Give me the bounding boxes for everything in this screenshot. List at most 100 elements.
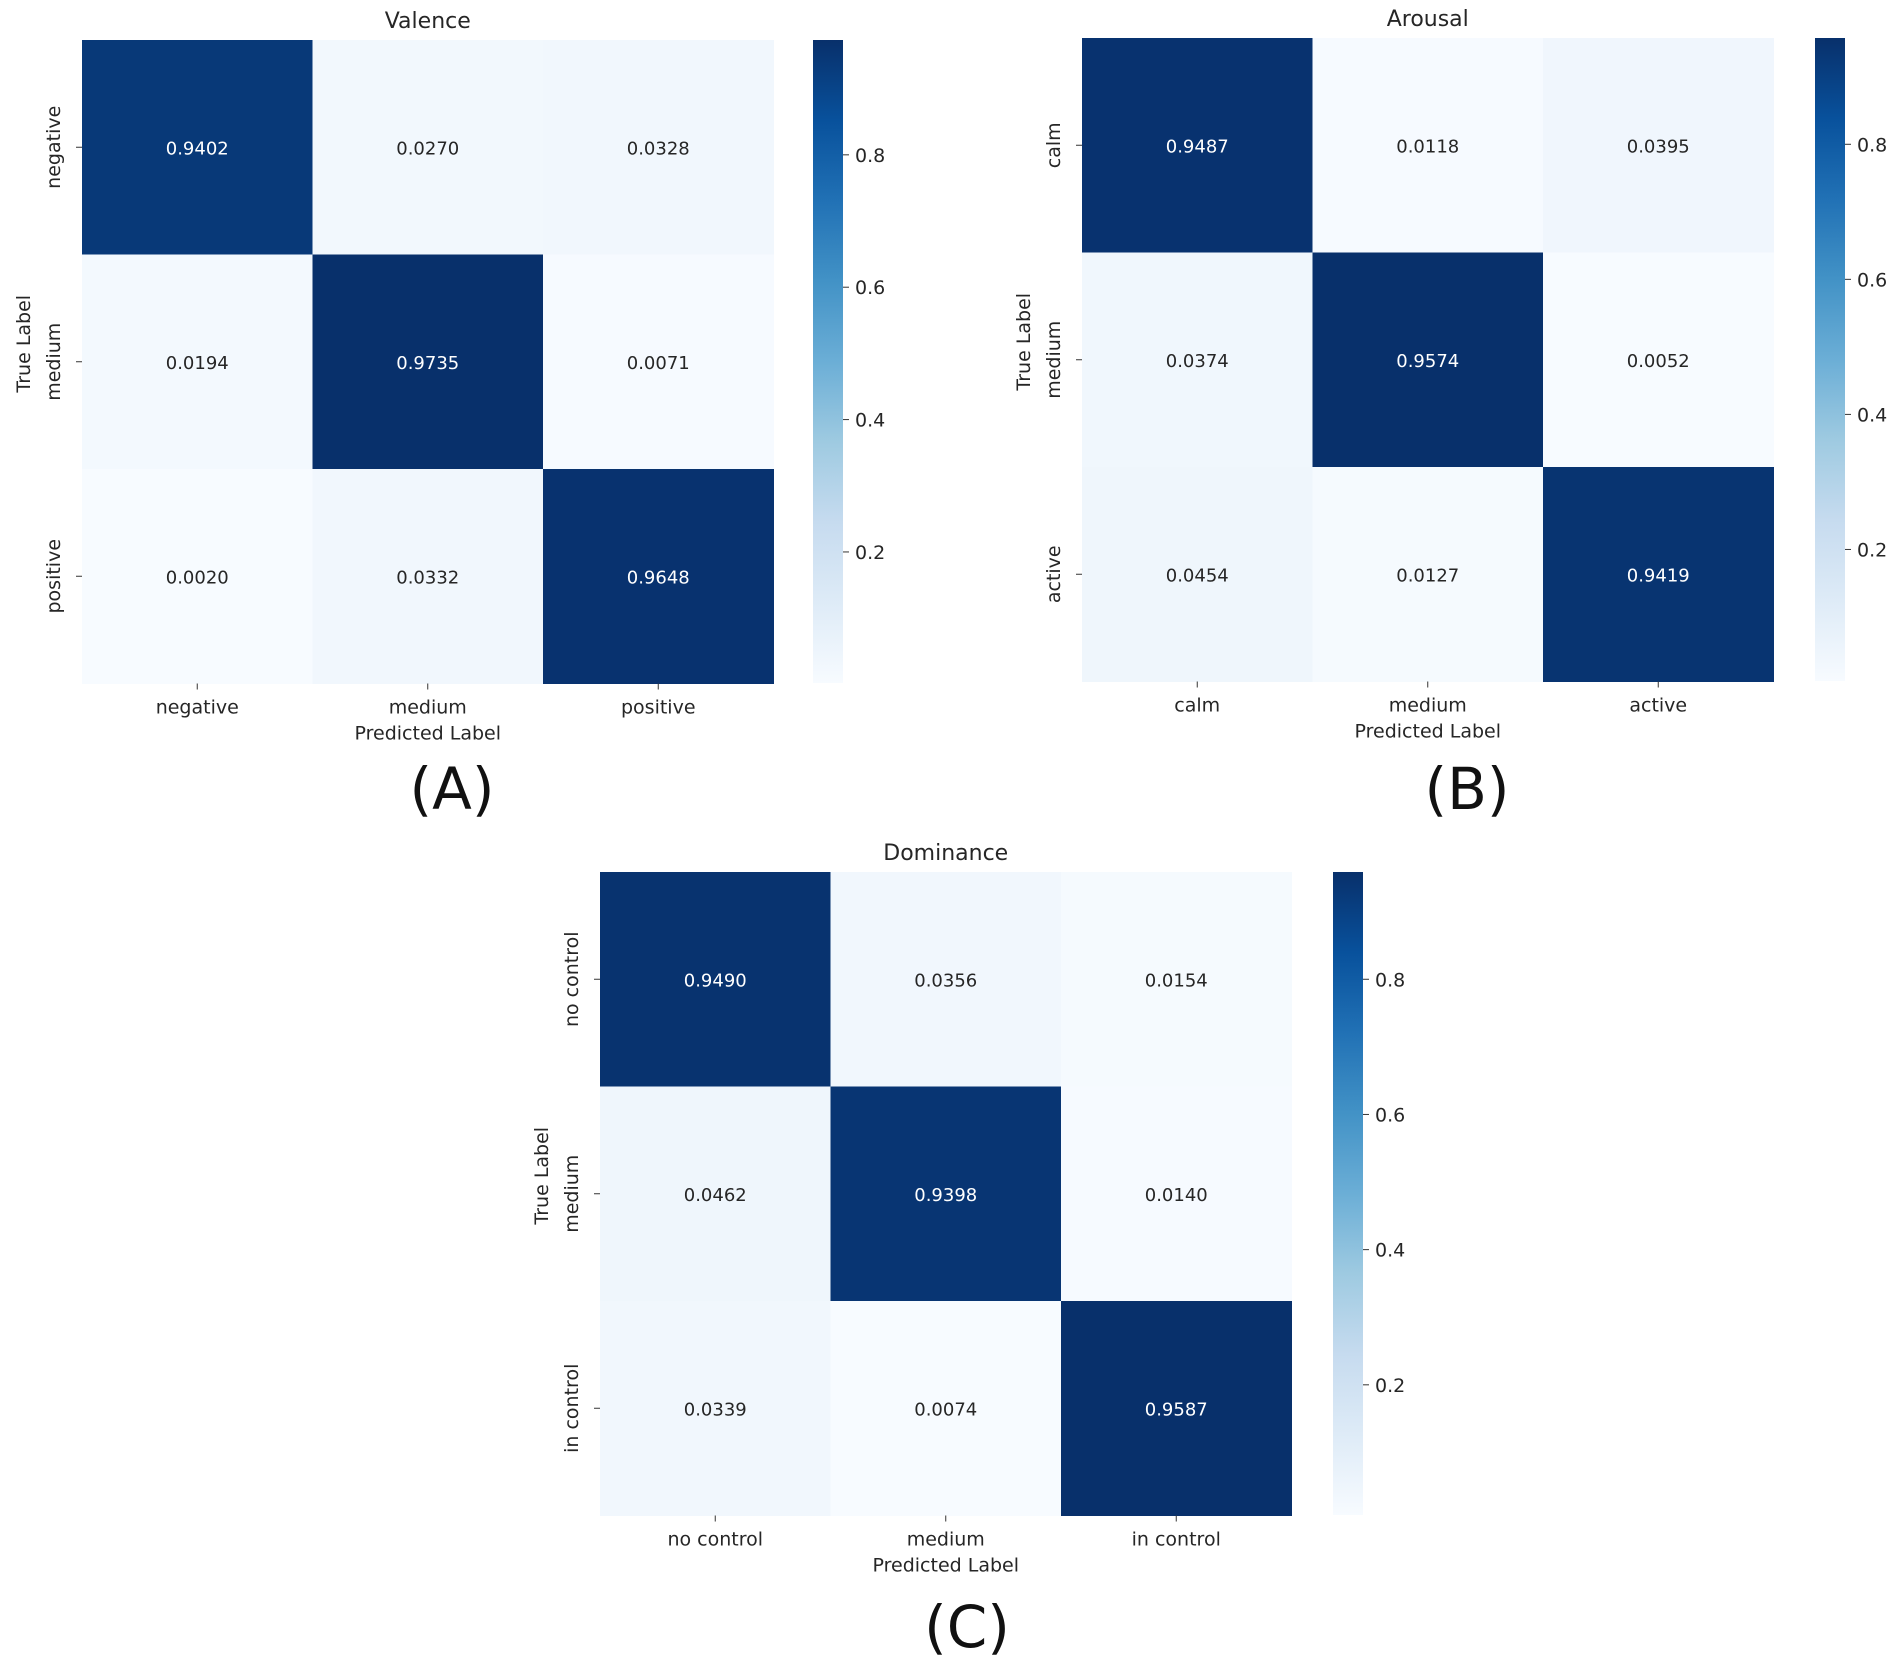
cell-value-label: 0.0052 — [1627, 351, 1690, 372]
cell-value-label: 0.0395 — [1627, 136, 1690, 157]
cell-value-label: 0.9487 — [1166, 136, 1229, 157]
heatmap-cell — [1543, 252, 1774, 468]
colorbar-tick-label: 0.6 — [1857, 269, 1887, 291]
x-tick-label: in control — [1132, 1529, 1221, 1551]
x-tick-label: medium — [389, 697, 467, 719]
panel-label-c: (C) — [924, 1593, 1010, 1661]
heatmap-cell — [600, 1086, 831, 1302]
heatmap-cell — [600, 1301, 831, 1516]
cell-value-label: 0.9490 — [684, 970, 747, 991]
y-tick-label: medium — [1043, 321, 1065, 399]
cell-value-label: 0.0194 — [166, 353, 229, 374]
y-tick-label: calm — [1043, 122, 1065, 168]
heatmap-cell — [1543, 38, 1774, 253]
cell-value-label: 0.9735 — [396, 353, 459, 374]
heatmap-cell — [1543, 467, 1774, 682]
y-tick-label: active — [1043, 545, 1065, 603]
heatmap-cell — [312, 254, 544, 470]
cell-value-label: 0.0356 — [914, 970, 977, 991]
heatmap-cell — [312, 469, 544, 684]
cell-value-label: 0.9398 — [914, 1185, 977, 1206]
cell-value-label: 0.9402 — [166, 138, 229, 159]
colorbar-tick-label: 0.8 — [1375, 969, 1405, 991]
cell-value-label: 0.9419 — [1627, 565, 1690, 586]
heatmap-cell — [1082, 38, 1313, 253]
cell-value-label: 0.0118 — [1396, 136, 1459, 157]
cell-value-label: 0.0328 — [627, 138, 690, 159]
heatmap-cell — [543, 40, 774, 255]
heatmap-cell — [312, 40, 544, 255]
cell-value-label: 0.0020 — [166, 567, 229, 588]
chart-title: Arousal — [1387, 7, 1469, 32]
heatmap-cell — [82, 40, 313, 255]
heatmap-cell — [1312, 252, 1544, 468]
heatmap-cell — [600, 872, 831, 1087]
heatmap-cell — [1061, 1086, 1292, 1302]
x-tick-label: medium — [1389, 695, 1467, 717]
colorbar-tick-label: 0.4 — [1375, 1240, 1405, 1262]
cell-value-label: 0.9587 — [1145, 1399, 1208, 1420]
colorbar-tick-label: 0.4 — [1857, 404, 1887, 426]
heatmap-cell — [543, 254, 774, 470]
heatmap-cell — [82, 469, 313, 684]
cell-value-label: 0.0071 — [627, 353, 690, 374]
heatmap-cell — [830, 872, 1062, 1087]
heatmap-cell — [1061, 872, 1292, 1087]
y-tick-label: positive — [43, 539, 65, 614]
cell-value-label: 0.0270 — [396, 138, 459, 159]
y-axis-label: True Label — [13, 295, 35, 394]
colorbar-tick-label: 0.4 — [855, 410, 885, 432]
cell-value-label: 0.0462 — [684, 1185, 747, 1206]
cell-value-label: 0.0332 — [396, 567, 459, 588]
x-axis-label: Predicted Label — [873, 1555, 1020, 1577]
panel-label-b: (B) — [1424, 755, 1510, 823]
x-tick-label: no control — [667, 1529, 763, 1551]
heatmap-cell — [82, 254, 313, 470]
x-tick-label: negative — [156, 697, 239, 719]
cell-value-label: 0.0339 — [684, 1399, 747, 1420]
heatmap-cell — [1061, 1301, 1292, 1516]
cell-value-label: 0.9574 — [1396, 351, 1459, 372]
colorbar-tick-label: 0.2 — [855, 542, 885, 564]
heatmap-cell — [1082, 252, 1313, 468]
x-tick-label: positive — [621, 697, 696, 719]
y-tick-label: in control — [561, 1364, 583, 1453]
x-tick-label: calm — [1174, 695, 1220, 717]
colorbar — [813, 40, 843, 683]
chart-title: Valence — [385, 9, 471, 34]
colorbar — [1333, 872, 1363, 1515]
heatmap-cell — [830, 1301, 1062, 1516]
cell-value-label: 0.0154 — [1145, 970, 1208, 991]
heatmap-cell — [543, 469, 774, 684]
panel-label-a: (A) — [409, 755, 495, 823]
cell-value-label: 0.9648 — [627, 567, 690, 588]
y-tick-label: no control — [561, 931, 583, 1027]
cell-value-label: 0.0454 — [1166, 565, 1229, 586]
colorbar-tick-label: 0.8 — [855, 145, 885, 167]
colorbar — [1815, 38, 1845, 681]
heatmap-cell — [1082, 467, 1313, 682]
cell-value-label: 0.0127 — [1396, 565, 1459, 586]
heatmap-cell — [1312, 467, 1544, 682]
cell-value-label: 0.0140 — [1145, 1185, 1208, 1206]
x-axis-label: Predicted Label — [355, 723, 502, 745]
colorbar-tick-label: 0.6 — [1375, 1104, 1405, 1126]
y-tick-label: negative — [43, 106, 65, 189]
cell-value-label: 0.0074 — [914, 1399, 977, 1420]
y-axis-label: True Label — [1013, 293, 1035, 392]
colorbar-tick-label: 0.2 — [1375, 1375, 1405, 1397]
x-axis-label: Predicted Label — [1355, 721, 1502, 743]
y-tick-label: medium — [561, 1155, 583, 1233]
heatmap-cell — [1312, 38, 1544, 253]
y-axis-label: True Label — [531, 1127, 553, 1226]
cell-value-label: 0.0374 — [1166, 351, 1229, 372]
y-tick-label: medium — [43, 323, 65, 401]
x-tick-label: medium — [907, 1529, 985, 1551]
colorbar-tick-label: 0.8 — [1857, 134, 1887, 156]
colorbar-tick-label: 0.2 — [1857, 539, 1887, 561]
chart-title: Dominance — [883, 841, 1008, 866]
x-tick-label: active — [1629, 695, 1687, 717]
colorbar-tick-label: 0.6 — [855, 277, 885, 299]
heatmap-cell — [830, 1086, 1062, 1302]
